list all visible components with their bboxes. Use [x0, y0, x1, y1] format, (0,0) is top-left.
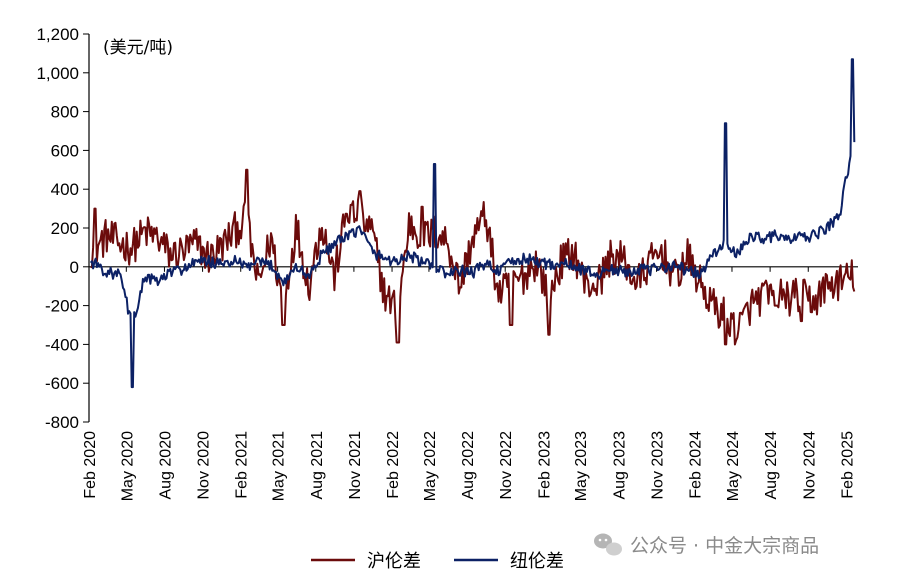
legend-label-niulun: 纽伦差 [510, 551, 564, 572]
y-tick-label: 400 [51, 180, 79, 199]
x-tick-label: Nov 2023 [650, 431, 667, 500]
x-tick-label: Feb 2025 [839, 431, 856, 499]
y-tick-label: -600 [45, 374, 79, 393]
x-tick-label: Feb 2022 [385, 431, 402, 499]
x-tick-label: Feb 2023 [536, 431, 553, 499]
legend: 沪伦差 纽伦差 [311, 551, 564, 572]
x-tick-label: Aug 2021 [309, 431, 326, 500]
y-tick-label: 0 [70, 258, 79, 277]
x-tick-label: Nov 2022 [498, 431, 515, 500]
y-tick-label: -200 [45, 297, 79, 316]
series-layer [89, 58, 856, 389]
x-tick-label: Aug 2020 [157, 431, 174, 500]
x-tick-label: Aug 2024 [763, 431, 780, 500]
watermark: 公众号 · 中金大宗商品 [594, 533, 819, 557]
y-tick-label: 800 [51, 103, 79, 122]
y-tick-label: 1,200 [36, 25, 79, 44]
x-tick-label: Aug 2022 [460, 431, 477, 500]
y-tick-label: 600 [51, 141, 79, 160]
y-tick-label: -800 [45, 413, 79, 432]
x-tick-label: May 2024 [725, 431, 742, 501]
x-tick-label: Nov 2021 [347, 431, 364, 500]
watermark-text: 公众号 · 中金大宗商品 [630, 535, 819, 557]
y-axis: -800 -600 -400 -200 0 200 400 600 800 1,000 1,200 [36, 25, 90, 432]
x-tick-label: Feb 2021 [234, 431, 251, 499]
y-tick-label: 200 [51, 219, 79, 238]
x-tick-label: Feb 2020 [82, 431, 99, 499]
series-line-niulun [89, 58, 856, 389]
legend-label-hulun: 沪伦差 [367, 551, 421, 572]
series-line-hulun [90, 168, 856, 346]
y-tick-label: 1,000 [36, 64, 79, 83]
y-tick-label: -400 [45, 335, 79, 354]
wechat-icon [594, 533, 622, 556]
x-tick-label: Nov 2020 [196, 431, 213, 500]
x-axis: Feb 2020 May 2020 Aug 2020 Nov 2020 Feb 2021… [82, 266, 858, 501]
x-tick-label: May 2023 [573, 431, 590, 501]
x-tick-label: May 2021 [271, 431, 288, 501]
x-tick-label: Nov 2024 [801, 431, 818, 500]
y-axis-unit-label: (美元/吨) [103, 38, 173, 58]
x-tick-label: Aug 2023 [611, 431, 628, 500]
x-tick-label: May 2022 [422, 431, 439, 501]
x-tick-label: Feb 2024 [688, 431, 705, 499]
x-tick-label: May 2020 [119, 431, 136, 501]
